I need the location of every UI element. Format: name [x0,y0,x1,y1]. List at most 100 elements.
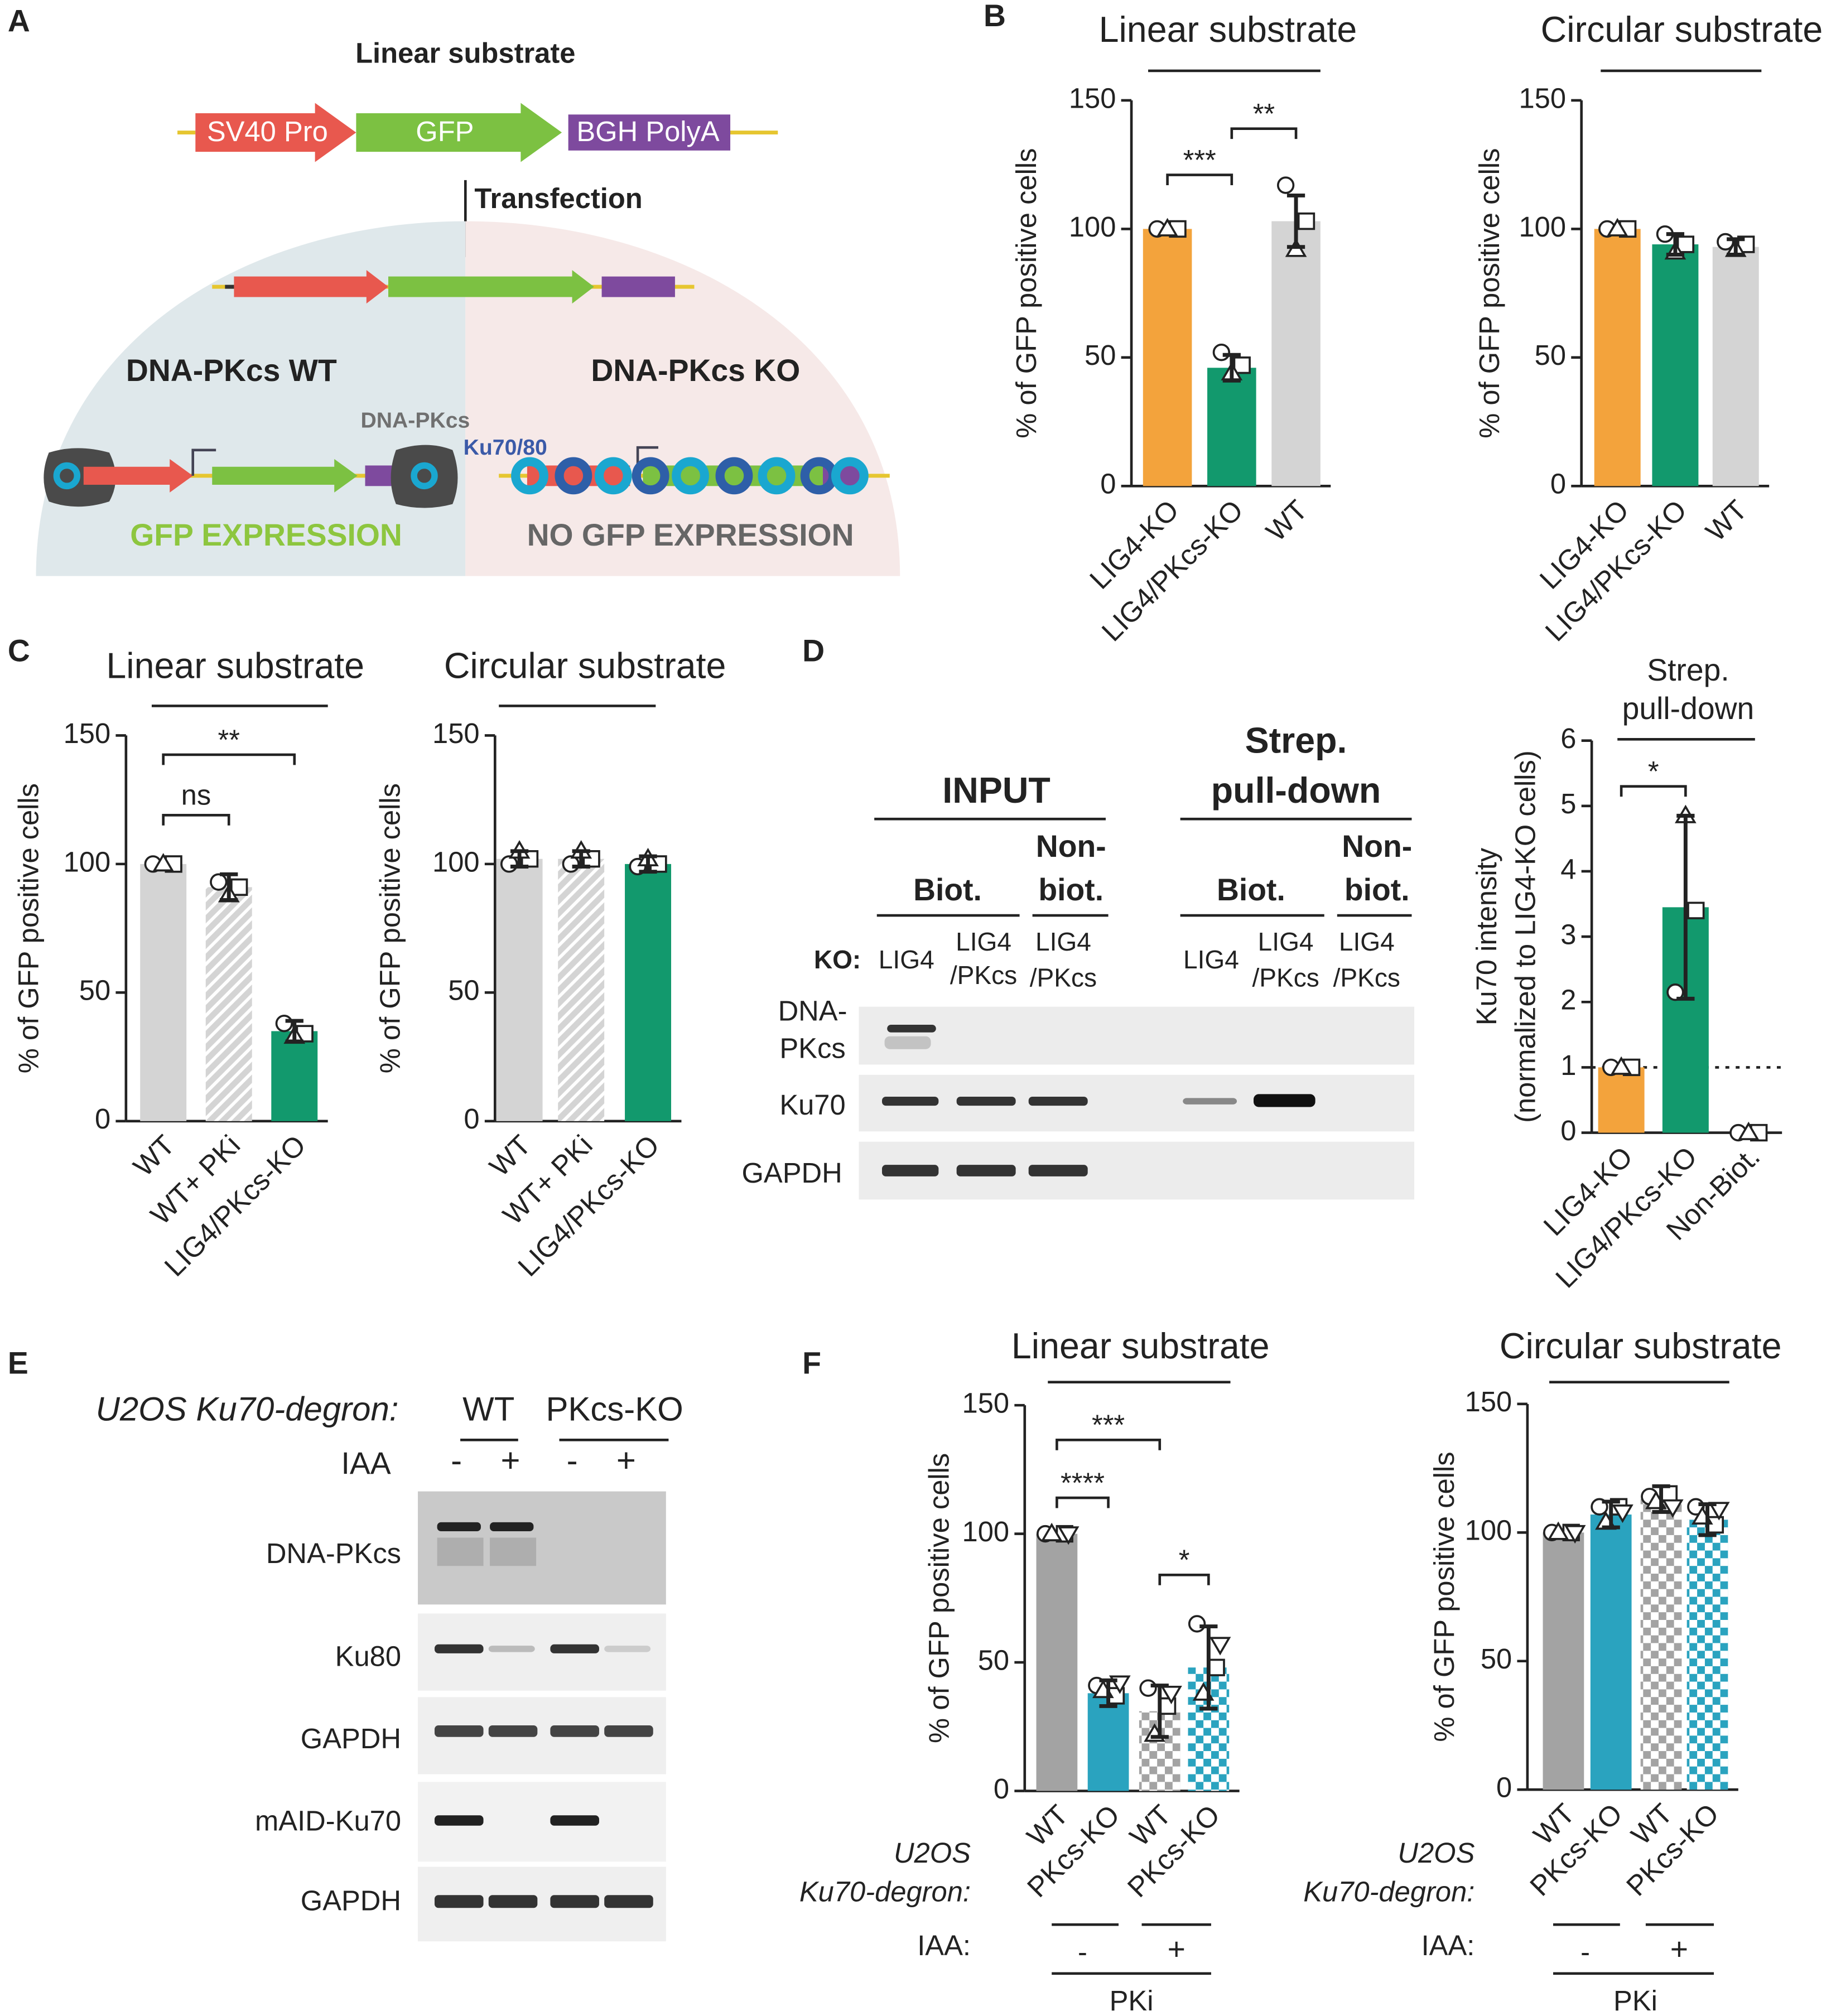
bar [1712,247,1759,486]
point [210,873,228,891]
y-tick-label: 100 [64,846,111,877]
y-tick-label: 0 [994,1773,1009,1805]
lane-label: LIG4 [879,945,934,974]
y-axis-label: (normalized to LIG4-KO cells) [1509,750,1541,1123]
promoter [234,270,388,304]
sign: + [500,1442,520,1479]
panel-label: A [8,3,30,38]
significance-label: * [1648,755,1659,787]
band [550,1725,599,1737]
y-tick-label: 150 [1519,82,1566,114]
x-tick-label: WT [1260,494,1313,547]
significance-label: ** [1253,98,1275,129]
chart: Linear substrate % of GFP positive cells 0… [13,646,364,1282]
cell-label: U2OS Ku70-degron: [96,1390,399,1427]
y-tick-label: 2 [1560,984,1576,1016]
point [1547,1521,1569,1540]
point [1612,1504,1633,1523]
bar [1271,221,1321,486]
y-tick-label: 50 [448,975,479,1006]
point [1297,212,1315,230]
iaa-sign: + [1168,1932,1186,1966]
bar [1640,1499,1682,1790]
band [881,1097,939,1106]
bar [1598,1067,1645,1133]
lane-label: /PKcs [950,961,1017,990]
y-tick-label: 150 [64,717,111,749]
group-label: WT [462,1390,514,1427]
point [1610,1056,1632,1075]
lane-label: /PKcs [1030,963,1097,992]
bar [1590,1515,1632,1790]
band [956,1165,1016,1176]
y-axis-label: % of GFP positive cells [923,1453,955,1743]
significance-bracket [162,814,230,826]
bar [1143,229,1192,486]
y-tick-label: 100 [962,1516,1010,1547]
polya [601,276,675,297]
band [437,1537,484,1566]
significance-bracket [1620,785,1687,797]
panel-label: D [802,634,825,668]
y-tick-label: 150 [432,717,480,749]
condition-label: DNA-PKcs KO [591,353,800,388]
point [1156,218,1178,237]
panel-label: C [8,634,30,668]
subgroup-label: Non- [1036,829,1106,864]
treatment-label: PKi [1110,1985,1154,2016]
row-label: PKcs [779,1032,845,1064]
blot-strip [418,1491,666,1605]
part-label: SV40 Pro [207,115,328,147]
ku [411,462,438,490]
significance-label: *** [1092,1409,1125,1441]
y-tick-label: 0 [1550,468,1566,500]
band [604,1725,653,1737]
x-tick-label: PKcs-KO [1524,1797,1628,1902]
y-tick-label: 0 [464,1103,479,1135]
band [488,1646,535,1652]
blot-strip [859,1006,1415,1065]
band [550,1815,599,1826]
bar [625,864,672,1121]
point [1188,1615,1206,1633]
point [1737,1121,1760,1140]
subgroup-label: Biot. [913,872,982,907]
x-tick-label: WT [1699,494,1753,547]
blot-strip [859,1141,1415,1200]
part-label: GFP [416,115,474,147]
chart-title: Circular substrate [444,646,726,686]
band [604,1895,653,1908]
x-tick-label: PKcs-KO [1620,1797,1725,1902]
panel-e-blot: E U2OS Ku70-degron: WT PKcs-KO IAA - + -… [8,1345,683,1942]
band [550,1895,599,1908]
band [434,1895,484,1908]
point [1676,235,1695,253]
y-tick-label: 100 [432,846,480,877]
group-label: INPUT [942,770,1050,811]
ku-rings [511,457,869,495]
chart: Strep. pull-down Ku70 intensity (normalized… [1471,653,1782,1294]
y-tick-label: 0 [95,1103,110,1135]
iaa-label: IAA [341,1446,391,1480]
band [434,1644,484,1653]
condition-label: DNA-PKcs WT [126,353,337,388]
y-axis-label: % of GFP positive cells [1428,1451,1460,1742]
sign: + [616,1442,636,1479]
row-label: GAPDH [742,1157,842,1189]
subgroup-label: biot. [1038,872,1103,907]
point [1040,1522,1063,1541]
y-tick-label: 100 [1465,1515,1512,1546]
lane-label: /PKcs [1252,963,1319,992]
y-tick-label: 100 [1519,211,1566,243]
y-tick-label: 5 [1560,788,1576,819]
chart: Circular substrate % of GFP positive cell… [374,646,726,1282]
subgroup-label: biot. [1345,872,1410,907]
y-tick-label: 0 [1100,468,1116,500]
band [1183,1098,1237,1105]
gfp [388,270,594,304]
bar [205,887,252,1121]
chart-title: Linear substrate [106,646,364,686]
ku [53,462,81,490]
band [490,1522,534,1531]
y-tick-label: 0 [1560,1115,1576,1146]
